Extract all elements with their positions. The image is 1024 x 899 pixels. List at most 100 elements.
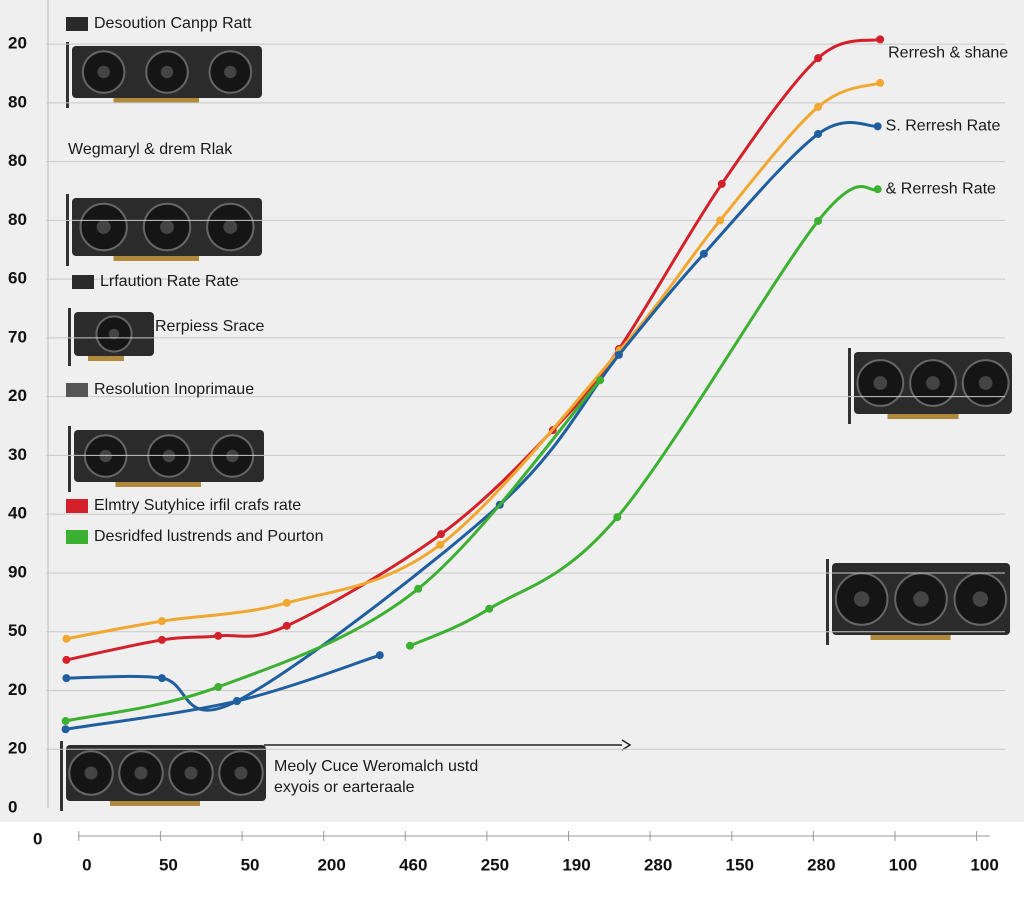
data-point	[282, 598, 291, 607]
gpu-images	[60, 42, 1012, 811]
gpu-hub	[184, 766, 198, 780]
data-point	[282, 621, 291, 630]
gpu-hub	[873, 376, 888, 390]
data-point	[414, 584, 423, 593]
series-label: S. Rerresh Rate	[886, 118, 1001, 135]
legend-label: Rerpiess Srace	[155, 318, 264, 335]
x-tick-label: 50	[159, 855, 178, 874]
x-tick-label: 460	[399, 855, 427, 874]
data-point	[62, 674, 71, 683]
y-tick-label: 70	[8, 327, 27, 346]
gpu-hub	[134, 766, 148, 780]
x-tick-label: 200	[317, 855, 345, 874]
corner-label: 0	[33, 829, 42, 848]
gpu-hub	[913, 591, 929, 607]
gpu-hub	[97, 65, 110, 79]
annotation: Meoly Cuce Weromalch ustd	[274, 758, 478, 775]
data-point	[157, 635, 166, 644]
series-label: & Rerresh Rate	[886, 180, 996, 197]
gpu-bracket	[68, 308, 71, 366]
legend-label: Desridfed lustrends and Pourton	[94, 528, 323, 545]
x-tick-label: 100	[889, 855, 917, 874]
gpu-connector	[887, 414, 959, 419]
data-point	[596, 376, 605, 385]
y-tick-label: 90	[8, 562, 27, 581]
legend-swatch	[66, 499, 88, 513]
data-point	[214, 631, 223, 640]
data-point	[214, 682, 223, 691]
data-point	[406, 641, 415, 650]
gpu-bracket	[848, 348, 851, 424]
gpu-board	[66, 745, 266, 801]
gpu-hub	[96, 220, 111, 234]
y-tick-label: 80	[8, 151, 27, 170]
data-point	[699, 249, 708, 258]
gpu-hub	[160, 220, 174, 234]
legend-label: Lrfaution Rate Rate	[100, 273, 239, 290]
legend-swatch	[66, 530, 88, 544]
gpu-connector	[113, 98, 199, 103]
y-tick-label: 60	[8, 269, 27, 288]
gpu-hub	[234, 766, 248, 780]
gpu-hub	[99, 449, 112, 463]
data-point	[485, 604, 494, 613]
gpu-hub	[972, 591, 989, 607]
data-point	[61, 717, 70, 726]
gpu-hub	[978, 376, 993, 390]
data-point	[436, 540, 445, 549]
y-tick-label: 80	[8, 210, 27, 229]
y-tick-label: 80	[8, 92, 27, 111]
y-tick-label: 50	[8, 621, 27, 640]
data-point	[876, 78, 885, 87]
gpu-bracket	[68, 426, 71, 492]
y-tick-label: 20	[8, 680, 27, 699]
data-point	[62, 655, 71, 664]
gpu-connector	[88, 356, 124, 361]
data-point	[814, 54, 823, 63]
data-point	[873, 185, 882, 194]
gpu-bracket	[66, 42, 69, 108]
data-point	[613, 513, 622, 522]
legend-swatch	[72, 275, 94, 289]
series-label: Rerresh & shane	[888, 45, 1008, 62]
legend-label: Wegmaryl & drem Rlak	[68, 141, 233, 158]
legend-label: Desoution Canpp Ratt	[94, 15, 252, 32]
x-tick-label: 280	[807, 855, 835, 874]
gpu-connector	[115, 482, 201, 487]
gpu-hub	[162, 449, 176, 463]
x-tick-label: 280	[644, 855, 672, 874]
legend-swatch	[66, 383, 88, 397]
data-point	[61, 725, 70, 734]
series-line	[66, 120, 878, 712]
y-tick-label: 20	[8, 739, 27, 758]
series-line	[66, 81, 881, 641]
x-tick-label: 50	[241, 855, 260, 874]
data-point	[375, 651, 384, 660]
gpu-hub	[224, 65, 237, 79]
y-tick-label: 0	[8, 797, 17, 816]
legend-swatch	[66, 17, 88, 31]
data-point	[157, 617, 166, 626]
legend-label: Elmtry Sutyhice irfil crafs rate	[94, 497, 301, 514]
gpu-connector	[110, 801, 200, 806]
data-point	[873, 122, 882, 131]
gpu-hub	[853, 591, 870, 607]
series-line	[409, 185, 879, 648]
data-point	[814, 216, 823, 225]
gpu-hub	[160, 65, 174, 79]
data-point	[232, 697, 241, 706]
gpu-bracket	[826, 559, 829, 645]
x-tick-label: 150	[726, 855, 754, 874]
gpu-hub	[84, 766, 98, 780]
gpu-hub	[226, 449, 239, 463]
data-point	[716, 216, 725, 225]
x-tick-label: 100	[970, 855, 998, 874]
y-tick-label: 40	[8, 504, 27, 523]
annotation: exyois or earteraale	[274, 779, 415, 796]
data-point	[814, 102, 823, 111]
plot-background	[0, 0, 1024, 822]
gpu-bracket	[66, 194, 69, 266]
arrow-head	[621, 739, 632, 751]
data-point	[614, 350, 623, 359]
